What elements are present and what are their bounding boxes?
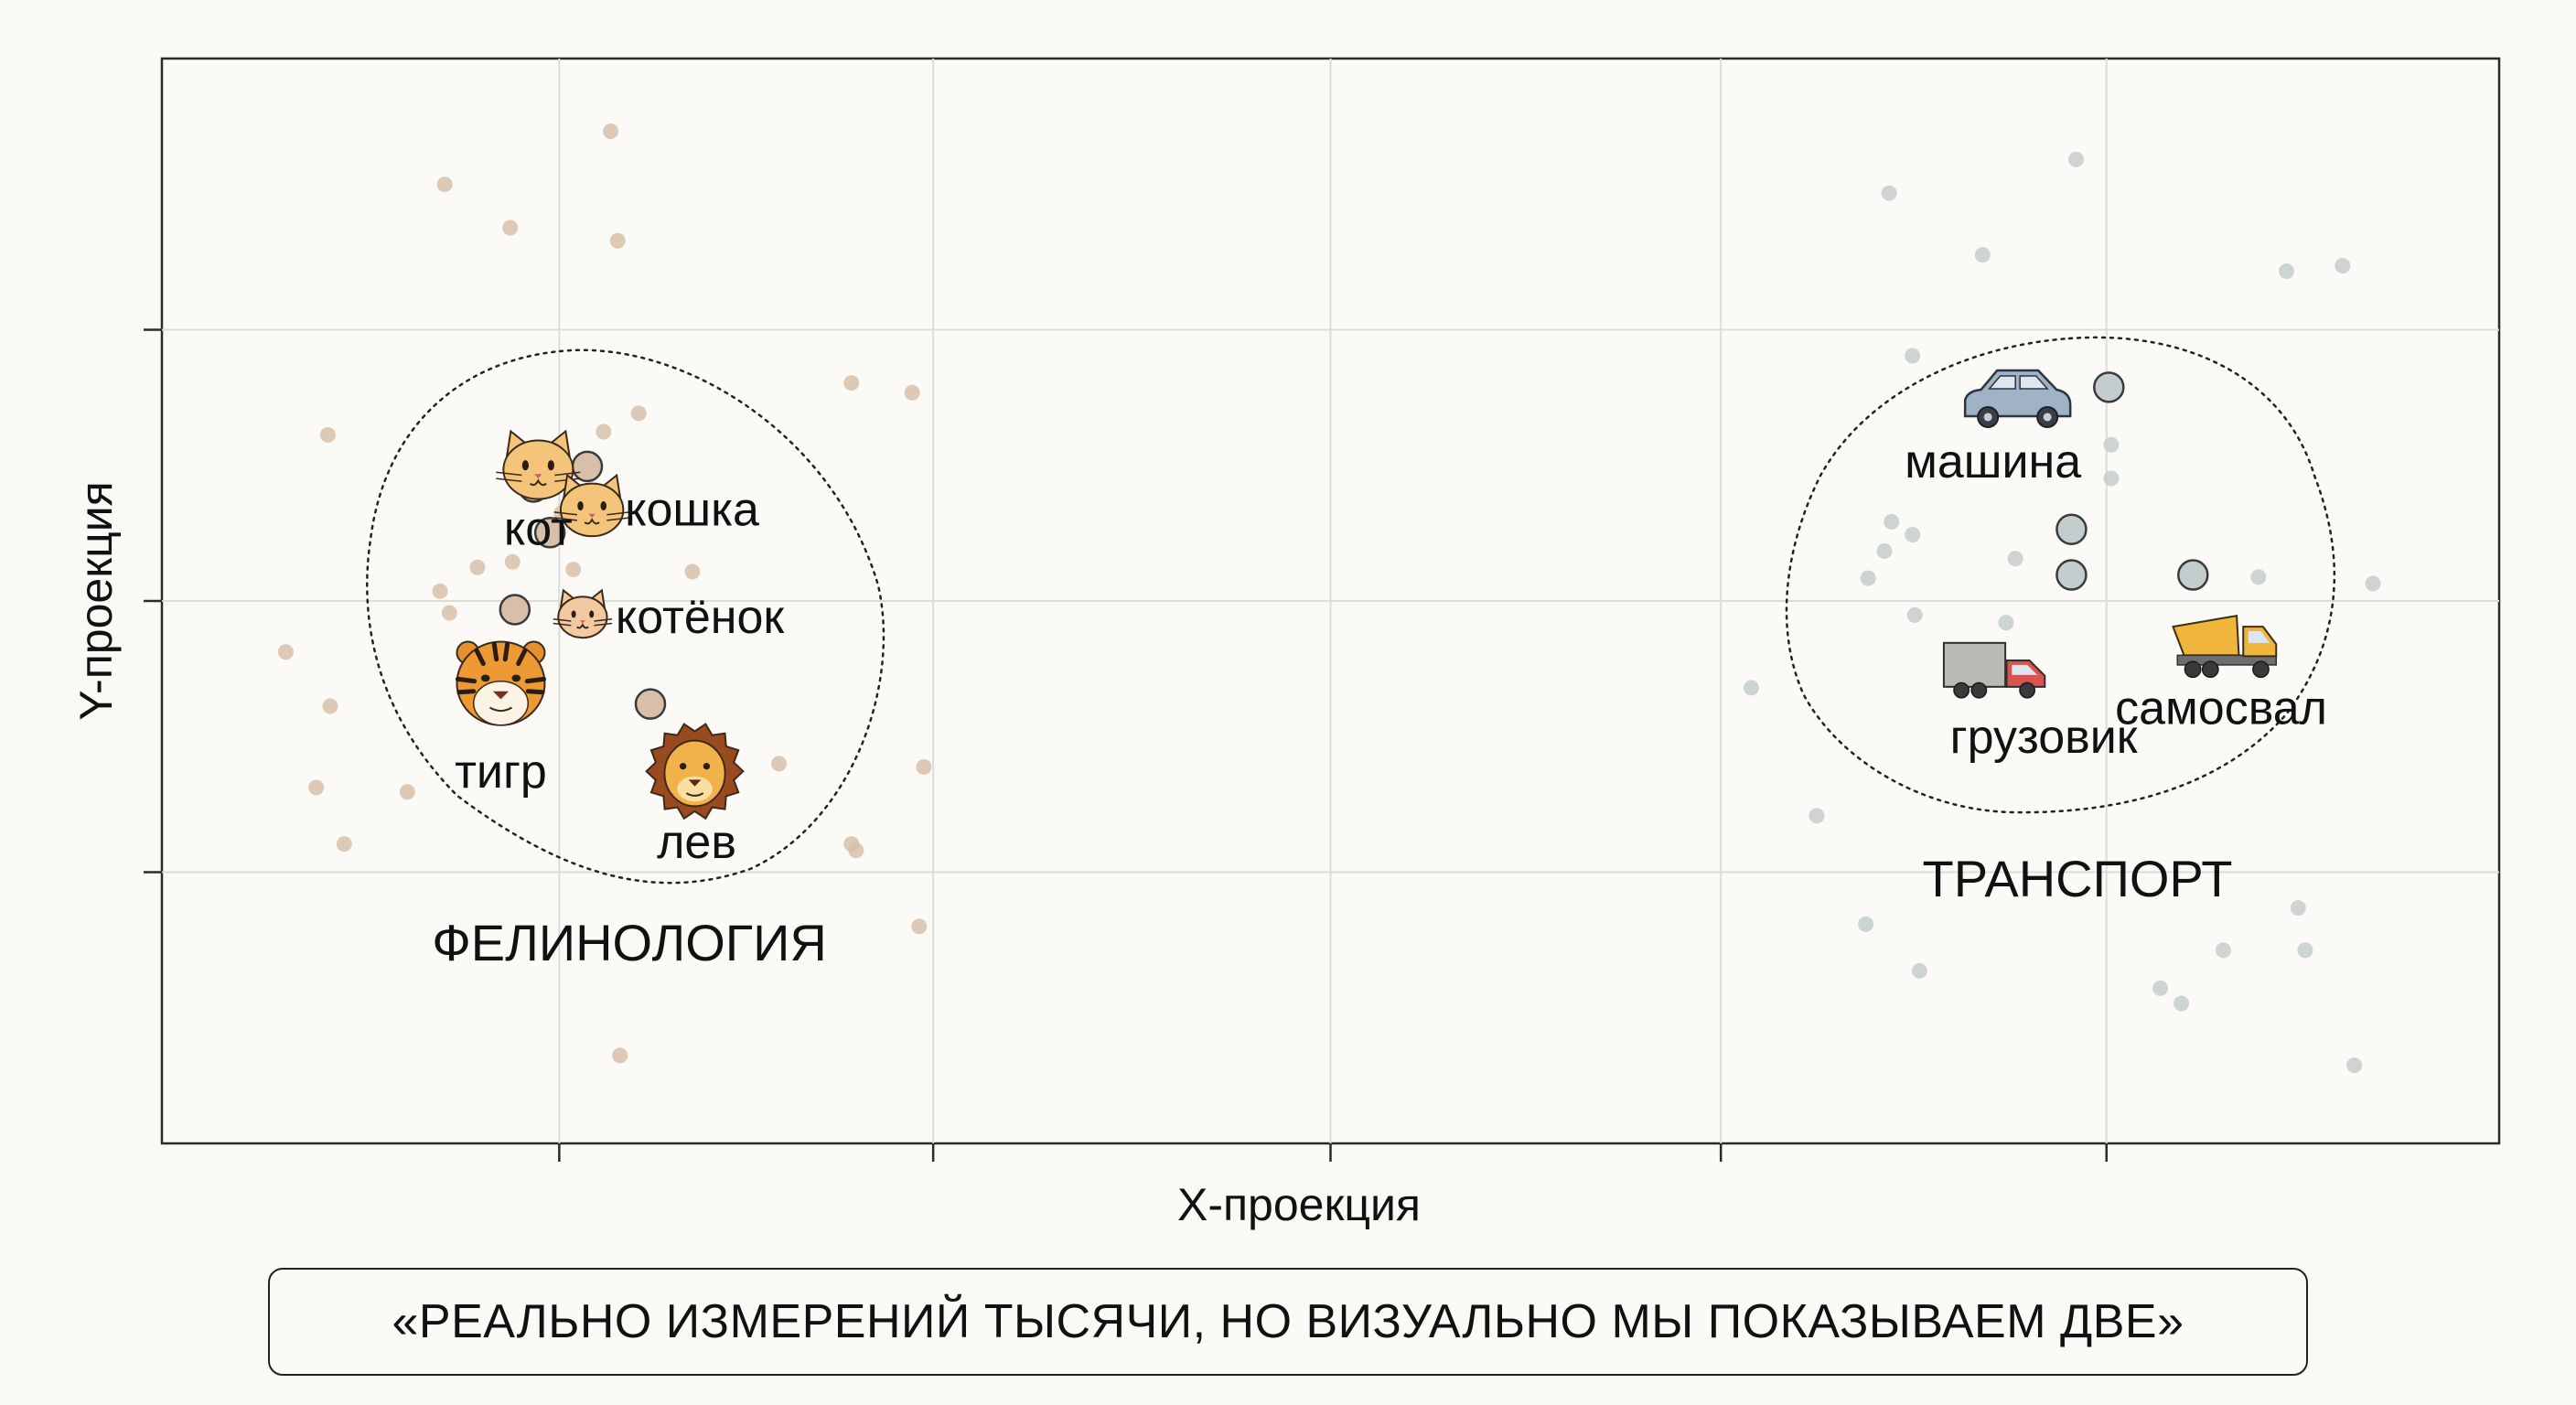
tiger-face-icon: [455, 640, 547, 726]
background-point: [565, 562, 582, 578]
word-label: котёнок: [616, 591, 784, 644]
kitten-face-icon: [553, 588, 613, 639]
background-point: [2297, 942, 2313, 959]
word-label: самосвал: [2115, 682, 2327, 735]
lion-face-icon: [645, 723, 745, 820]
word-labels: кот кошка котёнок тигр лев машина грузовиксамо…: [455, 435, 2327, 869]
grid-lines: [162, 59, 2499, 1143]
axis-ticks: [144, 328, 2109, 1162]
background-point: [1905, 348, 1921, 364]
background-point: [502, 220, 519, 236]
background-point: [2007, 551, 2023, 567]
background-points: [277, 123, 2381, 1074]
key-point: [533, 517, 566, 549]
background-point: [771, 756, 788, 772]
cluster-outline: [366, 349, 886, 885]
background-point: [843, 375, 860, 391]
background-point: [1743, 680, 1759, 696]
background-point: [2103, 470, 2120, 487]
caption-box: «РЕАЛЬНО ИЗМЕРЕНИЙ ТЫСЯЧИ, НО ВИЗУАЛЬНО …: [268, 1268, 2308, 1376]
caption-text: «РЕАЛЬНО ИЗМЕРЕНИЙ ТЫСЯЧИ, НО ВИЗУАЛЬНО …: [392, 1295, 2184, 1348]
word-label: грузовик: [1950, 711, 2138, 764]
background-point: [1998, 615, 2014, 631]
background-point: [1906, 606, 1923, 623]
key-point: [2055, 513, 2088, 545]
background-point: [2216, 942, 2232, 959]
background-point: [1881, 185, 1897, 201]
background-point: [1876, 542, 1893, 559]
background-point: [916, 758, 932, 775]
key-point: [634, 688, 667, 720]
word-label: машина: [1905, 435, 2081, 488]
key-point: [2177, 559, 2209, 591]
key-point: [571, 450, 604, 483]
background-point: [2365, 575, 2381, 592]
car-icon: [1963, 369, 2072, 428]
cluster-names: ФЕЛИНОЛОГИЯ ТРАНСПОРТ: [432, 850, 2232, 971]
background-point: [2334, 258, 2351, 274]
background-point: [2152, 980, 2169, 996]
background-point: [441, 605, 457, 621]
key-points: [499, 371, 2209, 720]
key-point: [2093, 371, 2125, 403]
background-point: [1809, 808, 1825, 824]
background-point: [2290, 900, 2306, 917]
background-point: [504, 553, 521, 570]
background-point: [277, 644, 294, 660]
cluster-name: ТРАНСПОРТ: [1923, 850, 2233, 907]
background-point: [1860, 570, 1876, 586]
background-point: [630, 405, 647, 422]
cluster-name: ФЕЛИНОЛОГИЯ: [432, 914, 827, 971]
cluster-outline: [1785, 336, 2336, 814]
key-point: [499, 594, 531, 626]
background-point: [1884, 513, 1900, 530]
background-point: [2278, 263, 2294, 279]
background-point: [322, 698, 338, 714]
background-point: [911, 918, 928, 935]
key-point: [2055, 559, 2088, 591]
x-axis-label: X-проекция: [1177, 1179, 1421, 1230]
background-point: [2103, 436, 2120, 453]
word-label: тигр: [455, 745, 547, 799]
background-point: [612, 1047, 628, 1064]
background-point: [432, 583, 448, 599]
word-label: лев: [657, 816, 736, 869]
background-point: [1911, 962, 1927, 979]
word-icons: [455, 369, 2278, 820]
background-point: [2174, 995, 2190, 1012]
background-point: [848, 842, 864, 859]
background-point: [1905, 527, 1921, 543]
background-point: [308, 779, 325, 796]
background-point: [609, 232, 626, 249]
background-point: [1974, 247, 1991, 263]
background-point: [436, 177, 453, 193]
background-point: [596, 424, 612, 440]
background-point: [684, 563, 701, 580]
background-point: [469, 559, 486, 575]
y-axis-label: Y-проекция: [70, 481, 122, 720]
background-point: [2346, 1057, 2363, 1074]
background-point: [2068, 151, 2085, 167]
dump-truck-icon: [2172, 614, 2278, 679]
background-point: [2250, 569, 2267, 585]
background-point: [603, 123, 619, 139]
truck-icon: [1942, 641, 2046, 699]
cluster-outlines: [366, 336, 2336, 885]
background-point: [399, 784, 415, 800]
word-label: кошка: [625, 483, 759, 536]
background-point: [319, 427, 336, 444]
cat-face-icon: [496, 429, 581, 500]
background-point: [1858, 916, 1874, 932]
cat-face-icon: [553, 473, 630, 538]
background-point: [336, 836, 352, 853]
word-label: кот: [504, 502, 573, 555]
background-point: [904, 384, 920, 401]
